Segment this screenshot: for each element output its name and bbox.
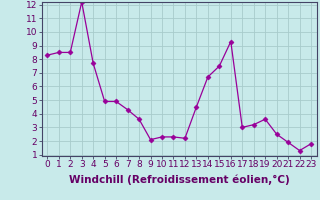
X-axis label: Windchill (Refroidissement éolien,°C): Windchill (Refroidissement éolien,°C) — [69, 175, 290, 185]
